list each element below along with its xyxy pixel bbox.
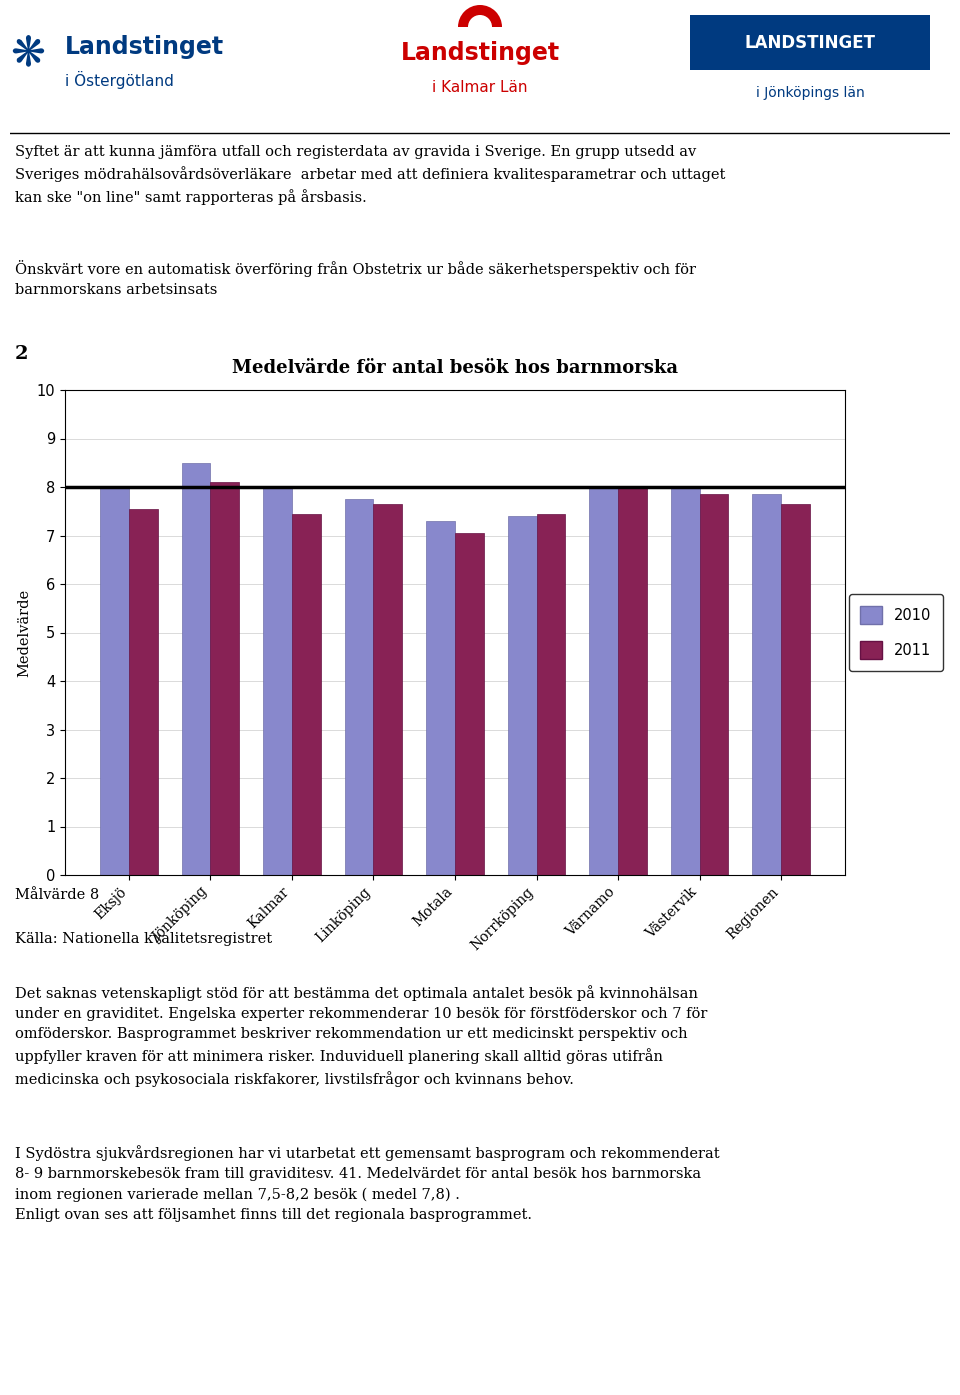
Bar	[671, 487, 700, 875]
Text: Det saknas vetenskapligt stöd för att bestämma det optimala antalet besök på kvi: Det saknas vetenskapligt stöd för att be…	[15, 985, 708, 1087]
Bar	[182, 463, 210, 875]
Bar	[345, 499, 373, 875]
Bar	[455, 533, 484, 875]
Text: ❋: ❋	[11, 32, 45, 74]
Bar	[129, 509, 157, 875]
Text: i Östergötland: i Östergötland	[65, 71, 174, 89]
Bar	[373, 504, 402, 875]
Wedge shape	[458, 6, 502, 27]
Text: Önskvärt vore en automatisk överföring från Obstetrix ur både säkerhetsperspekti: Önskvärt vore en automatisk överföring f…	[15, 259, 696, 297]
Bar	[292, 513, 321, 875]
Y-axis label: Medelvärde: Medelvärde	[17, 589, 31, 677]
Text: LANDSTINGET: LANDSTINGET	[745, 33, 876, 52]
Legend: 2010, 2011: 2010, 2011	[849, 594, 943, 671]
Text: Syftet är att kunna jämföra utfall och registerdata av gravida i Sverige. En gru: Syftet är att kunna jämföra utfall och r…	[15, 145, 726, 205]
Text: 2: 2	[15, 345, 29, 363]
Bar	[753, 494, 781, 875]
FancyBboxPatch shape	[690, 15, 930, 70]
Bar	[508, 516, 537, 875]
Text: i Kalmar Län: i Kalmar Län	[432, 80, 528, 95]
Bar	[781, 504, 809, 875]
Title: Medelvärde för antal besök hos barnmorska: Medelvärde för antal besök hos barnmorsk…	[232, 360, 678, 377]
Bar	[589, 487, 618, 875]
Text: Landstinget: Landstinget	[65, 35, 224, 59]
Text: i Jönköpings län: i Jönköpings län	[756, 86, 864, 100]
Bar	[537, 513, 565, 875]
Text: Källa: Nationella kvalitetsregistret: Källa: Nationella kvalitetsregistret	[15, 932, 272, 946]
Bar	[101, 487, 129, 875]
Bar	[263, 487, 292, 875]
Text: Målvärde 8: Målvärde 8	[15, 889, 99, 903]
Text: I Sydöstra sjukvårdsregionen har vi utarbetat ett gemensamt basprogram och rekom: I Sydöstra sjukvårdsregionen har vi utar…	[15, 1145, 720, 1222]
Bar	[618, 487, 646, 875]
Bar	[210, 483, 239, 875]
Bar	[426, 520, 455, 875]
Text: Landstinget: Landstinget	[400, 40, 560, 66]
Bar	[700, 494, 728, 875]
